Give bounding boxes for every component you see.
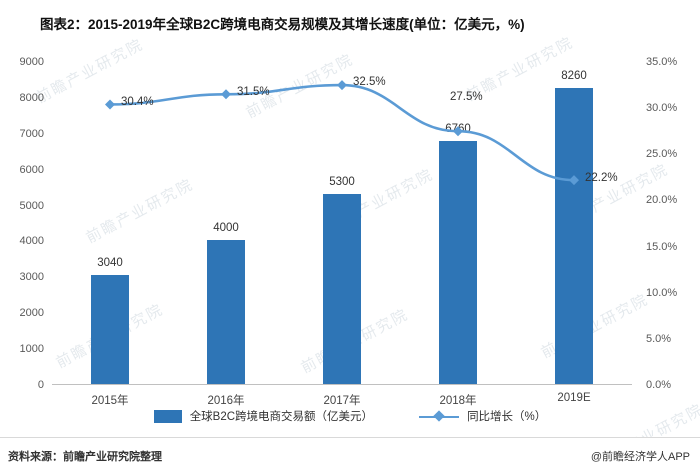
right-axis-tick: 35.0% — [646, 56, 678, 68]
line-value-label: 22.2% — [585, 172, 618, 185]
x-axis-label: 2017年 — [323, 395, 361, 407]
legend: 全球B2C跨境电商交易额（亿美元） 同比增长（%） — [0, 408, 700, 424]
bar-2015年 — [91, 274, 129, 384]
bar-value-label: 5300 — [329, 175, 355, 188]
x-axis-label: 2016年 — [207, 395, 245, 407]
legend-item-line: 同比增长（%） — [419, 408, 546, 424]
right-axis-tick: 25.0% — [646, 148, 678, 161]
footer: 资料来源：前瞻产业研究院整理 @前瞻经济学人APP — [0, 437, 700, 470]
growth-line-svg — [105, 80, 579, 186]
bar-2016年 — [207, 240, 245, 384]
left-axis-tick: 9000 — [19, 56, 44, 68]
line-value-label: 32.5% — [353, 76, 386, 89]
left-axis-tick: 6000 — [19, 163, 44, 176]
bar-value-label: 4000 — [213, 222, 239, 235]
left-axis-tick: 2000 — [19, 307, 44, 320]
diamond-marker-icon — [433, 410, 445, 422]
bar-2018年 — [439, 141, 477, 384]
legend-item-bars: 全球B2C跨境电商交易额（亿美元） — [153, 408, 374, 424]
left-axis-tick: 5000 — [19, 199, 44, 212]
left-axis-tick: 8000 — [19, 91, 44, 104]
left-axis-tick: 7000 — [19, 127, 44, 140]
right-axis-ticks: 35.0% 30.0% 25.0% 20.0% 15.0% 10.0% 5.0% 0.0% — [646, 56, 696, 391]
legend-bars-label: 全球B2C跨境电商交易额（亿美元） — [189, 411, 374, 423]
source-text: 资料来源：前瞻产业研究院整理 — [8, 451, 162, 463]
right-axis-tick: 20.0% — [646, 194, 678, 207]
line-value-label: 30.4% — [121, 96, 154, 109]
x-axis-label: 2018年 — [439, 395, 477, 407]
x-axis-label: 2015年 — [91, 395, 129, 407]
right-axis-tick: 10.0% — [646, 286, 678, 299]
bar-value-label: 3040 — [97, 256, 123, 269]
line-swatch-icon — [419, 410, 460, 423]
right-axis-tick: 0.0% — [646, 379, 672, 391]
bar-2019E — [555, 87, 593, 384]
bar-swatch-icon — [153, 409, 182, 423]
line-value-label: 31.5% — [237, 86, 270, 99]
left-axis-ticks: 9000 8000 7000 6000 5000 4000 3000 2000 1000 0 — [2, 56, 44, 391]
legend-line-label: 同比增长（%） — [467, 411, 547, 423]
right-axis-tick: 30.0% — [646, 102, 678, 115]
left-axis-tick: 3000 — [19, 271, 44, 284]
left-axis-tick: 1000 — [19, 343, 44, 356]
right-axis-tick: 15.0% — [646, 240, 678, 253]
line-value-label: 27.5% — [450, 91, 483, 104]
credit-text: @前瞻经济学人APP — [590, 451, 690, 463]
bar-value-label: 8260 — [561, 69, 587, 82]
right-axis-tick: 5.0% — [646, 332, 672, 345]
plot-area: 30402015年40002016年53002017年67602018年8260… — [52, 62, 632, 407]
chart-area: 9000 8000 7000 6000 5000 4000 3000 2000 1000 0 35… — [20, 56, 678, 407]
bar-2017年 — [323, 193, 361, 384]
x-axis-label: 2019E — [557, 392, 591, 404]
left-axis-tick: 4000 — [19, 235, 44, 248]
chart-title: 图表2：2015-2019年全球B2C跨境电商交易规模及其增长速度(单位：亿美元… — [40, 17, 525, 32]
left-axis-tick: 0 — [37, 379, 44, 391]
